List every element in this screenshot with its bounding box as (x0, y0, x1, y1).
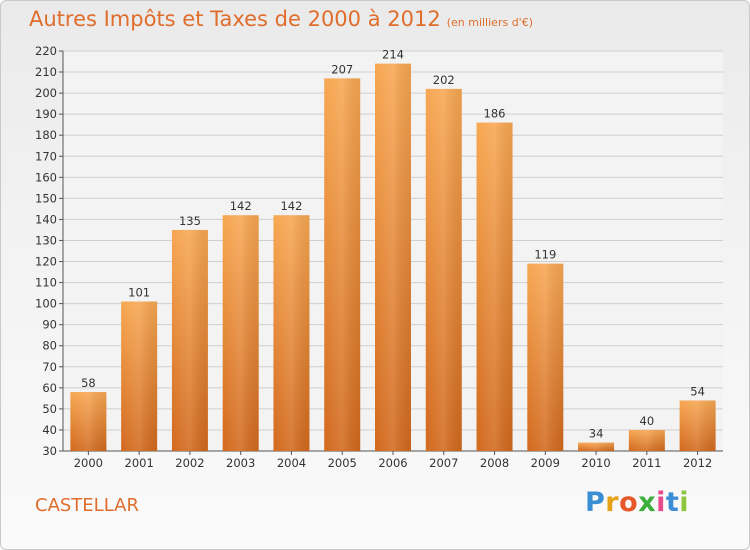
x-tick-label: 2006 (378, 456, 407, 470)
chart-title: Autres Impôts et Taxes de 2000 à 2012 (en… (29, 7, 533, 31)
data-label: 101 (128, 286, 150, 300)
logo-letter: t (665, 487, 680, 518)
y-tick-label: 190 (35, 107, 57, 121)
data-label: 186 (484, 107, 506, 121)
x-tick-label: 2007 (429, 456, 458, 470)
y-tick-label: 160 (35, 170, 57, 184)
x-tick-label: 2010 (581, 456, 610, 470)
proxiti-logo: Proxiti (585, 487, 689, 518)
y-tick-label: 170 (35, 149, 57, 163)
x-tick-label: 2011 (632, 456, 661, 470)
x-tick-label: 2008 (480, 456, 509, 470)
chart-subtitle: (en milliers d'€) (446, 16, 533, 29)
commune-name: CASTELLAR (35, 495, 139, 516)
x-tick-label: 2002 (175, 456, 204, 470)
y-tick-label: 50 (42, 402, 57, 416)
logo-letter: r (605, 487, 620, 518)
y-tick-label: 70 (42, 360, 57, 374)
logo-letter: x (638, 487, 657, 518)
data-label: 119 (534, 248, 556, 262)
data-label: 142 (230, 199, 252, 213)
y-tick-label: 120 (35, 255, 57, 269)
y-tick-label: 100 (35, 297, 57, 311)
y-tick-label: 140 (35, 212, 57, 226)
data-label: 142 (280, 199, 302, 213)
bar-shade (679, 400, 716, 451)
x-tick-label: 2000 (74, 456, 103, 470)
data-label: 135 (179, 214, 201, 228)
y-tick-label: 60 (42, 381, 57, 395)
y-tick-label: 90 (42, 318, 57, 332)
logo-letter: i (679, 487, 690, 518)
data-label: 207 (331, 62, 353, 76)
logo-letter: i (656, 487, 666, 518)
bar-shade (171, 229, 208, 451)
x-tick-label: 2003 (226, 456, 255, 470)
x-tick-label: 2009 (531, 456, 560, 470)
bar-shade (476, 122, 513, 451)
data-label: 54 (690, 384, 705, 398)
y-tick-label: 80 (42, 339, 57, 353)
bar-shade (222, 215, 259, 451)
bar-shade (578, 442, 615, 451)
bar-shade (628, 429, 665, 451)
bar-shade (273, 215, 310, 451)
logo-letter: o (619, 487, 639, 518)
bar-shade (527, 263, 564, 451)
bar-shade (324, 78, 361, 452)
x-tick-label: 2005 (328, 456, 357, 470)
x-tick-label: 2001 (125, 456, 154, 470)
y-tick-label: 200 (35, 86, 57, 100)
y-tick-label: 110 (35, 276, 57, 290)
data-label: 202 (433, 73, 455, 87)
y-tick-label: 210 (35, 65, 57, 79)
data-label: 40 (640, 414, 655, 428)
data-label: 58 (81, 376, 96, 390)
bar-shade (375, 63, 411, 451)
y-tick-label: 30 (42, 444, 57, 458)
bar-shade (121, 301, 158, 451)
data-label: 34 (589, 427, 604, 441)
bar-shade (70, 392, 107, 451)
y-tick-label: 40 (42, 423, 57, 437)
data-label: 214 (382, 48, 404, 62)
y-tick-label: 220 (35, 44, 57, 58)
bar-shade (425, 88, 462, 451)
x-tick-label: 2004 (277, 456, 306, 470)
y-tick-label: 180 (35, 128, 57, 142)
y-tick-label: 130 (35, 233, 57, 247)
logo-letter: P (585, 487, 606, 518)
chart-title-text: Autres Impôts et Taxes de 2000 à 2012 (29, 7, 441, 31)
y-tick-label: 150 (35, 191, 57, 205)
x-tick-label: 2012 (683, 456, 712, 470)
